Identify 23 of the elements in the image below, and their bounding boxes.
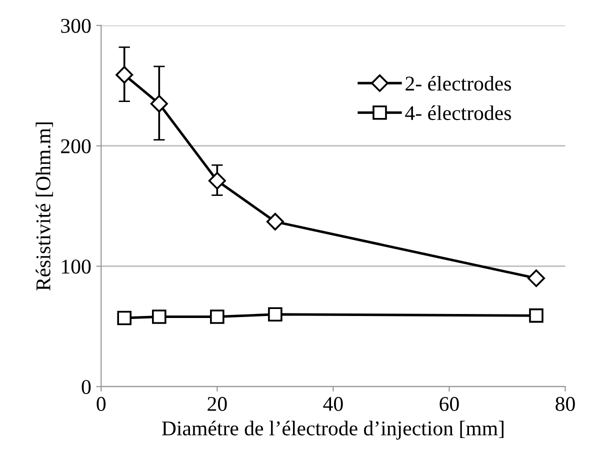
point (152, 310, 166, 324)
x-tick-label: 0 (96, 396, 106, 411)
point (529, 308, 544, 323)
x-tick-label: 60 (440, 396, 459, 411)
point (208, 172, 226, 190)
y-tick-label: 200 (61, 139, 91, 154)
point (268, 307, 282, 322)
y-tick-label: 0 (82, 380, 91, 394)
point (117, 310, 132, 326)
point (210, 310, 224, 324)
point (266, 212, 284, 230)
point (527, 270, 546, 288)
y-tick-label: 100 (62, 260, 91, 274)
legend-label: 2- électrodes (406, 76, 511, 91)
point (150, 94, 168, 112)
x-tick-label: 40 (323, 396, 343, 411)
y-tick-label: 300 (61, 18, 91, 33)
legend-label: 4- électrodes (405, 105, 511, 120)
y-axis-title: Résistivité [Ohm.m] (36, 122, 53, 290)
x-axis-title: Diamétre de l’électrode d’injection [mm] (162, 420, 504, 440)
x-tick-label: 80 (556, 396, 575, 411)
x-tick-label: 20 (208, 396, 227, 411)
point (116, 66, 134, 84)
